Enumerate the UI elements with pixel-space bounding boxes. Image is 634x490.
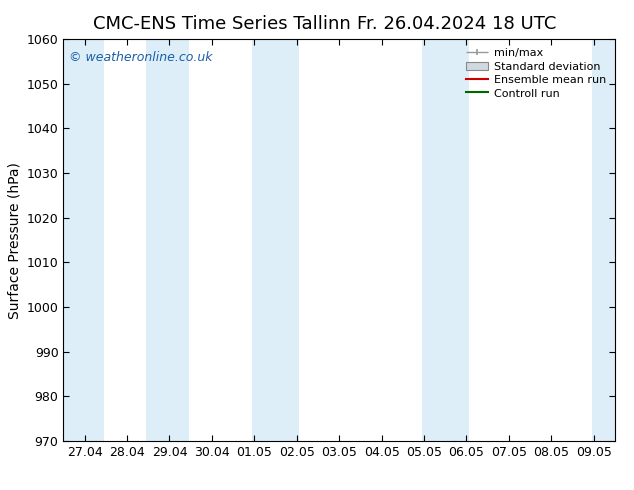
Bar xyxy=(422,39,469,441)
Bar xyxy=(146,39,188,441)
Legend: min/max, Standard deviation, Ensemble mean run, Controll run: min/max, Standard deviation, Ensemble me… xyxy=(463,45,609,102)
Bar xyxy=(252,39,299,441)
Text: CMC-ENS Time Series Tallinn: CMC-ENS Time Series Tallinn xyxy=(93,15,351,33)
Text: Fr. 26.04.2024 18 UTC: Fr. 26.04.2024 18 UTC xyxy=(357,15,556,33)
Bar xyxy=(63,39,104,441)
Text: © weatheronline.co.uk: © weatheronline.co.uk xyxy=(69,51,212,64)
Bar xyxy=(592,39,615,441)
Y-axis label: Surface Pressure (hPa): Surface Pressure (hPa) xyxy=(7,162,21,318)
